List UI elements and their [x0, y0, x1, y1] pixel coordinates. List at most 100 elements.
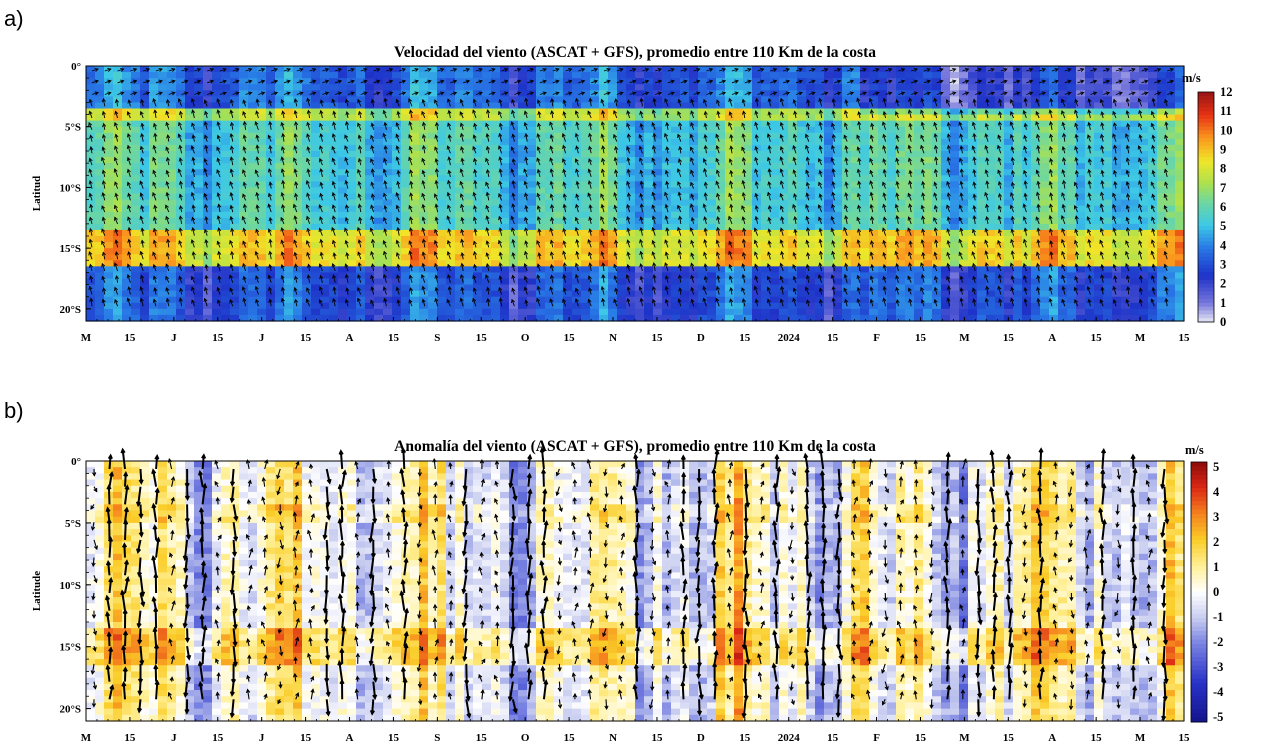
heatmap-cell — [95, 169, 105, 176]
heatmap-cell — [95, 193, 105, 201]
heatmap-cell — [806, 211, 816, 219]
heatmap-cell — [464, 229, 474, 237]
heatmap-cell — [293, 151, 303, 158]
heatmap-cell — [608, 163, 618, 170]
heatmap-cell — [617, 175, 627, 182]
heatmap-cell — [932, 272, 942, 280]
heatmap-cell — [698, 302, 708, 310]
heatmap-cell — [311, 242, 321, 249]
heatmap-cell — [221, 211, 231, 219]
heatmap-cell — [1022, 175, 1032, 182]
heatmap-cell — [770, 248, 780, 255]
heatmap-cell — [374, 102, 384, 110]
heatmap-cell — [455, 314, 465, 322]
heatmap-cell — [473, 108, 483, 116]
heatmap-cell — [860, 314, 870, 322]
heatmap-cell — [383, 205, 393, 213]
heatmap-cell — [608, 193, 618, 201]
heatmap-cell — [491, 284, 501, 292]
heatmap-cell — [761, 248, 771, 255]
heatmap-cell — [365, 199, 375, 207]
heatmap-cell — [338, 236, 348, 243]
heatmap-cell — [347, 187, 357, 195]
heatmap-cell — [833, 187, 843, 195]
heatmap-cell — [959, 254, 969, 261]
heatmap-cell — [662, 290, 672, 298]
heatmap-cell — [977, 132, 987, 140]
heatmap-cell — [671, 193, 681, 201]
heatmap-cell — [410, 205, 420, 213]
heatmap-cell — [464, 72, 474, 79]
heatmap-cell — [1004, 78, 1014, 85]
heatmap-cell — [257, 205, 267, 213]
heatmap-cell — [950, 223, 960, 231]
heatmap-cell — [131, 272, 141, 280]
heatmap-cell — [1049, 242, 1059, 249]
heatmap-cell — [356, 217, 366, 225]
heatmap-cell — [869, 290, 879, 298]
heatmap-cell — [1121, 217, 1131, 225]
heatmap-cell — [986, 266, 996, 274]
heatmap-cell — [248, 199, 258, 207]
heatmap-cell — [932, 266, 942, 274]
heatmap-cell — [554, 242, 564, 249]
heatmap-cell — [833, 84, 843, 91]
heatmap-cell — [716, 266, 726, 274]
heatmap-cell — [257, 114, 267, 122]
heatmap-cell — [689, 223, 699, 231]
heatmap-cell — [266, 163, 276, 170]
heatmap-cell — [257, 126, 267, 134]
heatmap-cell — [770, 296, 780, 304]
heatmap-cell — [491, 296, 501, 304]
heatmap-cell — [734, 302, 744, 310]
heatmap-cell — [410, 193, 420, 201]
heatmap-cell — [986, 248, 996, 255]
heatmap-cell — [959, 120, 969, 128]
heatmap-cell — [491, 169, 501, 176]
heatmap-cell — [1040, 90, 1050, 97]
heatmap-cell — [689, 193, 699, 201]
heatmap-cell — [716, 217, 726, 225]
heatmap-cell — [176, 248, 186, 255]
heatmap-cell — [536, 314, 546, 322]
heatmap-cell — [563, 314, 573, 322]
heatmap-cell — [725, 278, 735, 286]
heatmap-cell — [833, 144, 843, 152]
heatmap-cell — [239, 266, 249, 274]
heatmap-cell — [680, 314, 690, 322]
heatmap-cell — [437, 157, 447, 164]
heatmap-cell — [491, 151, 501, 158]
heatmap-cell — [563, 278, 573, 286]
heatmap-cell — [725, 211, 735, 219]
heatmap-cell — [770, 290, 780, 298]
heatmap-cell — [707, 229, 717, 237]
heatmap-cell — [932, 284, 942, 292]
heatmap-cell — [1058, 199, 1068, 207]
heatmap-cell — [320, 96, 330, 104]
heatmap-cell — [680, 151, 690, 158]
heatmap-cell — [518, 260, 528, 267]
heatmap-cell — [770, 223, 780, 231]
heatmap-cell — [1040, 314, 1050, 322]
heatmap-cell — [1040, 132, 1050, 140]
heatmap-cell — [572, 314, 582, 322]
heatmap-cell — [392, 157, 402, 164]
heatmap-cell — [653, 217, 663, 225]
heatmap-cell — [158, 132, 168, 140]
heatmap-cell — [347, 272, 357, 280]
heatmap-cell — [644, 120, 654, 128]
heatmap-cell — [383, 126, 393, 134]
heatmap-cell — [401, 236, 411, 243]
heatmap-cell — [329, 242, 339, 249]
heatmap-cell — [491, 144, 501, 152]
heatmap-cell — [599, 144, 609, 152]
heatmap-cell — [266, 308, 276, 316]
heatmap-cell — [1085, 175, 1095, 182]
heatmap-cell — [239, 151, 249, 158]
heatmap-cell — [905, 114, 915, 122]
heatmap-cell — [1067, 193, 1077, 201]
heatmap-cell — [707, 266, 717, 274]
heatmap-cell — [743, 66, 753, 73]
heatmap-cell — [383, 157, 393, 164]
heatmap-cell — [1130, 278, 1140, 286]
